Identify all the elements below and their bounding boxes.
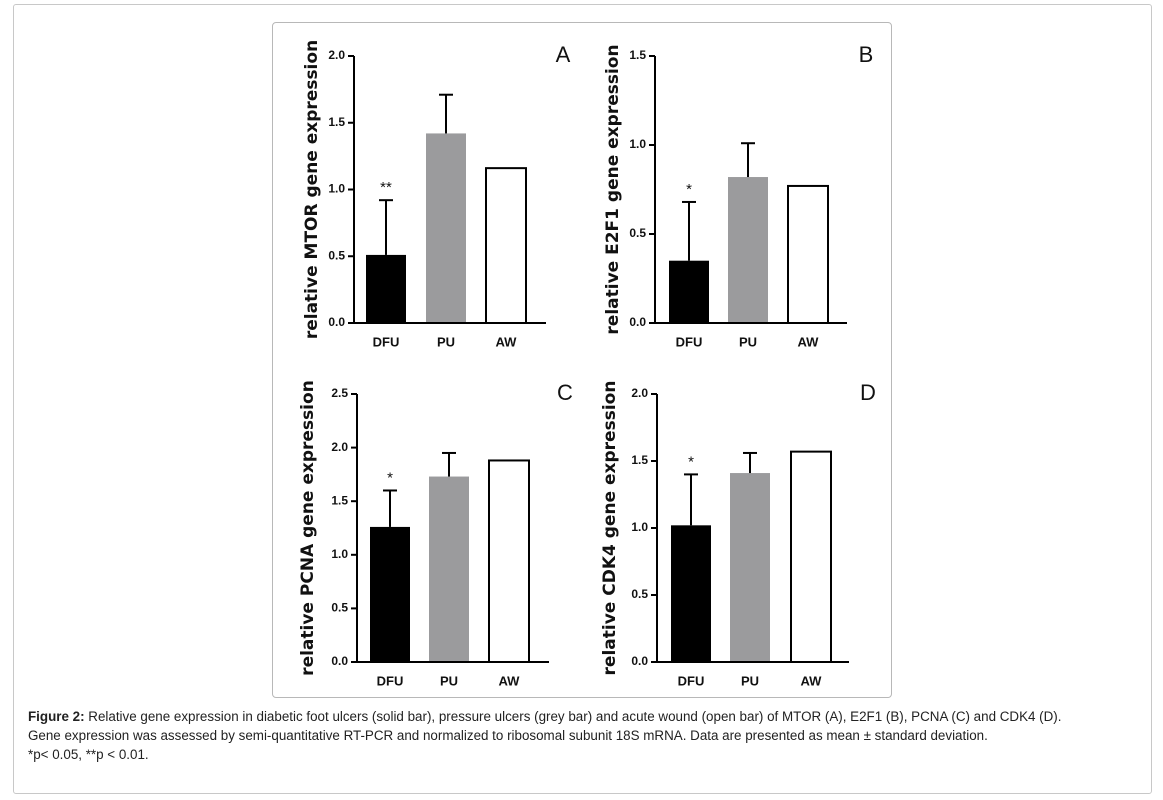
x-tick-label-dfu-c: DFU (377, 673, 404, 688)
y-axis-title-c: relative PCNA gene expression (298, 380, 318, 676)
y-tick-label-d-4: 2.0 (631, 386, 648, 400)
x-tick-label-dfu-a: DFU (373, 334, 400, 349)
y-tick-label-c-4: 2.0 (331, 440, 348, 454)
x-tick-label-pu-c: PU (440, 673, 458, 688)
figure-label: Figure 2: (28, 709, 85, 724)
panel-letter-c: C (557, 380, 573, 405)
x-tick-label-aw-a: AW (496, 334, 518, 349)
bar-aw-b (787, 184, 829, 324)
y-tick-label-d-2: 1.0 (631, 520, 648, 534)
bar-aw-c (488, 459, 530, 663)
significance-dfu-c: * (387, 469, 393, 486)
y-tick-label-b-3: 1.5 (629, 48, 646, 62)
bar-dfu-d (671, 525, 711, 662)
caption-line-3: *p< 0.05, **p < 0.01. (28, 747, 149, 762)
chart-frame (272, 22, 892, 698)
bar-dfu-b (669, 260, 709, 323)
y-tick-label-a-1: 0.5 (328, 248, 345, 262)
significance-dfu-a: ** (380, 179, 392, 196)
y-axis-title-b: relative E2F1 gene expression (603, 44, 623, 334)
y-tick-label-c-2: 1.0 (331, 547, 348, 561)
bar-aw-a (485, 167, 527, 324)
bar-aw-d (790, 450, 832, 663)
x-tick-label-dfu-d: DFU (678, 673, 705, 688)
y-tick-label-c-5: 2.5 (331, 386, 348, 400)
y-tick-label-b-2: 1.0 (629, 137, 646, 151)
y-axis-title-d: relative CDK4 gene expression (600, 381, 620, 676)
bar-dfu-a (366, 254, 406, 323)
x-tick-label-pu-b: PU (739, 334, 757, 349)
y-tick-label-c-1: 0.5 (331, 601, 348, 615)
caption-text-1: Relative gene expression in diabetic foo… (88, 709, 1062, 724)
y-tick-label-b-1: 0.5 (629, 226, 646, 240)
panel-letter-b: B (859, 42, 874, 67)
y-tick-label-d-0: 0.0 (631, 654, 648, 668)
y-tick-label-a-3: 1.5 (328, 115, 345, 129)
x-tick-label-pu-a: PU (437, 334, 455, 349)
panel-letter-a: A (556, 42, 571, 67)
y-tick-label-b-0: 0.0 (629, 315, 646, 329)
x-tick-label-pu-d: PU (741, 673, 759, 688)
y-tick-label-c-0: 0.0 (331, 654, 348, 668)
x-tick-label-aw-c: AW (499, 673, 521, 688)
y-tick-label-a-2: 1.0 (328, 182, 345, 196)
figure-container (13, 4, 1152, 794)
caption-line-1: Figure 2: Relative gene expression in di… (28, 707, 1143, 726)
x-tick-label-dfu-b: DFU (676, 334, 703, 349)
panel-letter-d: D (860, 380, 876, 405)
bar-pu-a (426, 133, 466, 323)
significance-dfu-b: * (686, 181, 692, 198)
bar-pu-d (730, 473, 770, 662)
significance-dfu-d: * (688, 453, 694, 470)
figure-caption: Figure 2: Relative gene expression in di… (28, 707, 1143, 764)
y-tick-label-d-3: 1.5 (631, 453, 648, 467)
y-tick-label-d-1: 0.5 (631, 587, 648, 601)
y-tick-label-a-4: 2.0 (328, 48, 345, 62)
x-tick-label-aw-d: AW (801, 673, 823, 688)
y-tick-label-c-3: 1.5 (331, 493, 348, 507)
x-tick-label-aw-b: AW (798, 334, 820, 349)
caption-line-2: Gene expression was assessed by semi-qua… (28, 728, 988, 743)
y-tick-label-a-0: 0.0 (328, 315, 345, 329)
bar-dfu-c (370, 526, 410, 662)
bar-pu-c (429, 476, 469, 662)
bar-pu-b (728, 177, 768, 323)
y-axis-title-a: relative MTOR gene expression (302, 40, 322, 339)
